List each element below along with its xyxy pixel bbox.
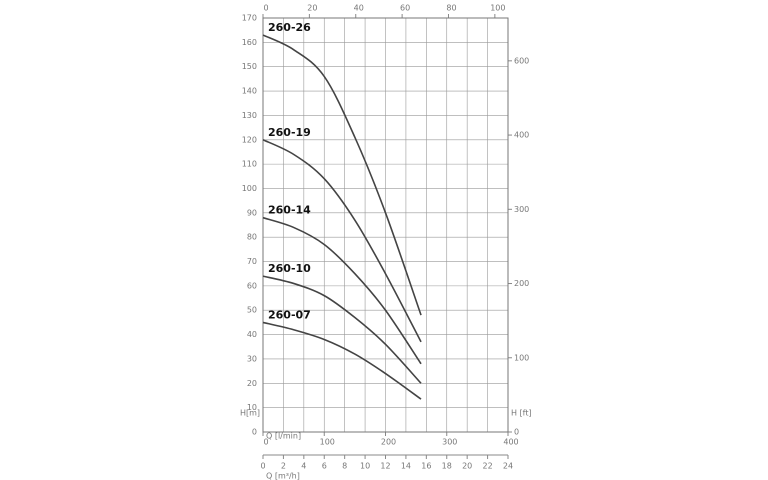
series-label: 260-14 xyxy=(268,204,311,217)
y-tick-label: 0 xyxy=(252,428,257,437)
x3-tick-label: 10 xyxy=(360,462,370,471)
x3-tick-label: 0 xyxy=(260,462,265,471)
y-axis-label: H[m] xyxy=(240,409,260,418)
curve xyxy=(262,139,422,343)
y-tick-label: 100 xyxy=(242,184,257,193)
curve xyxy=(262,275,422,384)
y-tick-label: 130 xyxy=(242,111,257,120)
x3-tick-label: 16 xyxy=(421,462,431,471)
y2-tick-label: 400 xyxy=(514,131,529,140)
y-tick-label: 20 xyxy=(247,379,257,388)
y-tick-label: 140 xyxy=(242,87,257,96)
y-tick-label: 120 xyxy=(242,135,257,144)
x2-tick-label: 40 xyxy=(354,4,364,13)
y2-tick-label: 600 xyxy=(514,56,529,65)
x3-tick-label: 24 xyxy=(503,462,513,471)
x2-tick-label: 100 xyxy=(490,4,505,13)
x-tick-label: 100 xyxy=(320,438,335,447)
x3-tick-label: 6 xyxy=(322,462,327,471)
y2-tick-label: 200 xyxy=(514,279,529,288)
x3-tick-label: 4 xyxy=(301,462,306,471)
series-label: 260-10 xyxy=(268,262,311,275)
y2-tick-label: 300 xyxy=(514,205,529,214)
y-tick-label: 110 xyxy=(242,160,257,169)
plot-frame xyxy=(262,17,509,433)
x-tick-label: 400 xyxy=(503,438,518,447)
y-tick-label: 10 xyxy=(247,403,257,412)
y-tick-label: 50 xyxy=(247,306,257,315)
x3-tick-label: 20 xyxy=(462,462,472,471)
y-tick-label: 60 xyxy=(247,281,257,290)
x3-tick-label: 14 xyxy=(401,462,411,471)
x3-tick-label: 18 xyxy=(442,462,452,471)
y-tick-label: 80 xyxy=(247,233,257,242)
x3-tick-label: 8 xyxy=(342,462,347,471)
y-tick-label: 70 xyxy=(247,257,257,266)
x2-tick-label: 60 xyxy=(400,4,410,13)
x2-tick-label: 80 xyxy=(446,4,456,13)
y2-tick-label: 100 xyxy=(514,353,529,362)
curve xyxy=(262,321,422,400)
x3-tick-label: 12 xyxy=(380,462,390,471)
curve xyxy=(262,216,422,365)
series-label: 260-19 xyxy=(268,126,311,139)
y-tick-label: 40 xyxy=(247,330,257,339)
y2-tick-label: 0 xyxy=(514,428,519,437)
y2-axis-label: H [ft] xyxy=(511,409,532,418)
curve xyxy=(262,34,422,316)
x-axis-label: Q [l/min] xyxy=(266,432,301,441)
y-tick-label: 90 xyxy=(247,208,257,217)
y-tick-label: 30 xyxy=(247,354,257,363)
series-label: 260-26 xyxy=(268,21,311,34)
y-tick-label: 150 xyxy=(242,62,257,71)
x-tick-label: 300 xyxy=(442,438,457,447)
x2-tick-label: 20 xyxy=(307,4,317,13)
y-tick-label: 160 xyxy=(242,38,257,47)
x3-axis-label: Q [m³/h] xyxy=(266,472,300,480)
series-label: 260-07 xyxy=(268,308,311,321)
x-tick-label: 200 xyxy=(381,438,396,447)
y-tick-label: 170 xyxy=(242,14,257,23)
x-tick-label: 0 xyxy=(263,438,268,447)
x3-tick-label: 22 xyxy=(482,462,492,471)
x3-tick-label: 2 xyxy=(281,462,286,471)
x2-tick-label: 0 xyxy=(263,4,268,13)
